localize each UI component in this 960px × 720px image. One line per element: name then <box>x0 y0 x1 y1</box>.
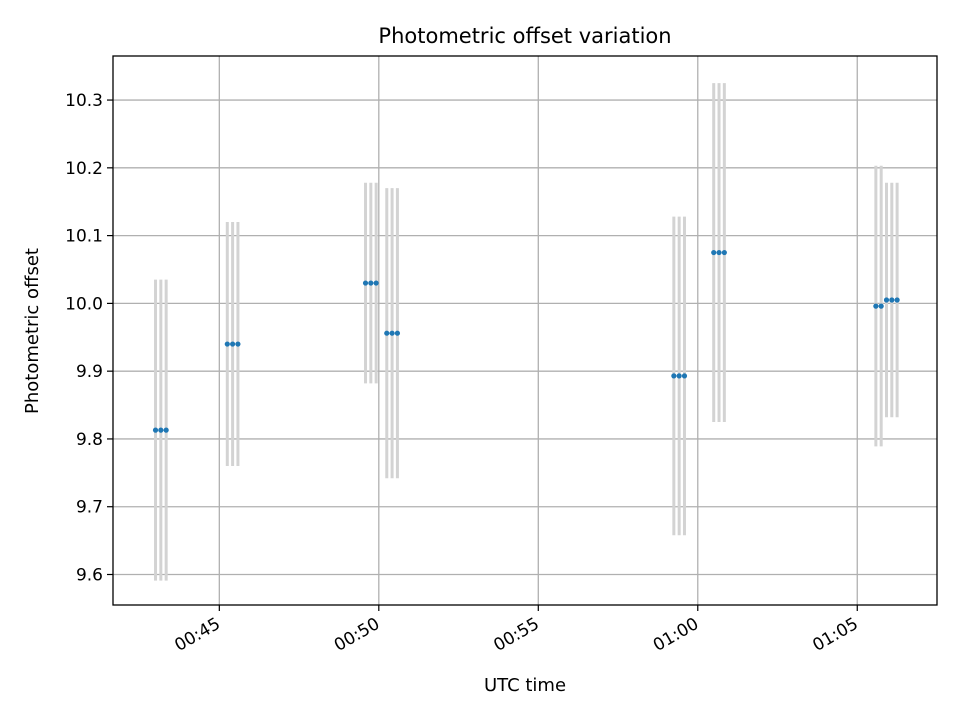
x-axis-label: UTC time <box>484 675 566 696</box>
chart-title: Photometric offset variation <box>378 24 671 48</box>
y-tick-label: 9.8 <box>76 430 103 450</box>
data-point <box>163 427 169 433</box>
y-tick-label: 10.1 <box>65 227 103 247</box>
y-axis-label: Photometric offset <box>22 248 43 414</box>
data-point <box>711 249 717 256</box>
y-tick-label: 9.6 <box>76 566 103 586</box>
data-point <box>883 297 890 303</box>
data-point <box>235 341 241 347</box>
y-tick-label: 9.7 <box>76 498 103 518</box>
y-tick-label: 10.2 <box>65 159 103 179</box>
data-point <box>224 341 230 347</box>
data-point <box>873 303 879 309</box>
data-point <box>681 373 688 379</box>
data-point <box>889 297 895 303</box>
data-point <box>384 330 390 336</box>
data-point <box>671 373 677 379</box>
data-point <box>389 330 395 336</box>
data-point <box>230 341 236 347</box>
data-point <box>878 303 884 309</box>
y-tick-label: 10.0 <box>65 294 103 314</box>
data-point <box>152 427 159 433</box>
y-tick-label: 10.3 <box>65 91 103 111</box>
grid <box>113 56 937 605</box>
data-point <box>716 249 722 256</box>
data-point <box>158 427 164 433</box>
data-point <box>721 249 727 256</box>
y-axis-ticks: 9.6 9.7 9.8 9.9 10.0 10.1 10.2 10.3 <box>65 91 113 586</box>
plot-frame <box>112 55 938 606</box>
data-point <box>362 280 369 286</box>
data-point <box>676 373 682 379</box>
data-point <box>368 280 374 286</box>
data-point <box>394 330 401 336</box>
data-point <box>894 297 900 303</box>
data-point <box>373 280 379 286</box>
data-points <box>152 249 900 433</box>
y-tick-label: 9.9 <box>76 362 103 382</box>
